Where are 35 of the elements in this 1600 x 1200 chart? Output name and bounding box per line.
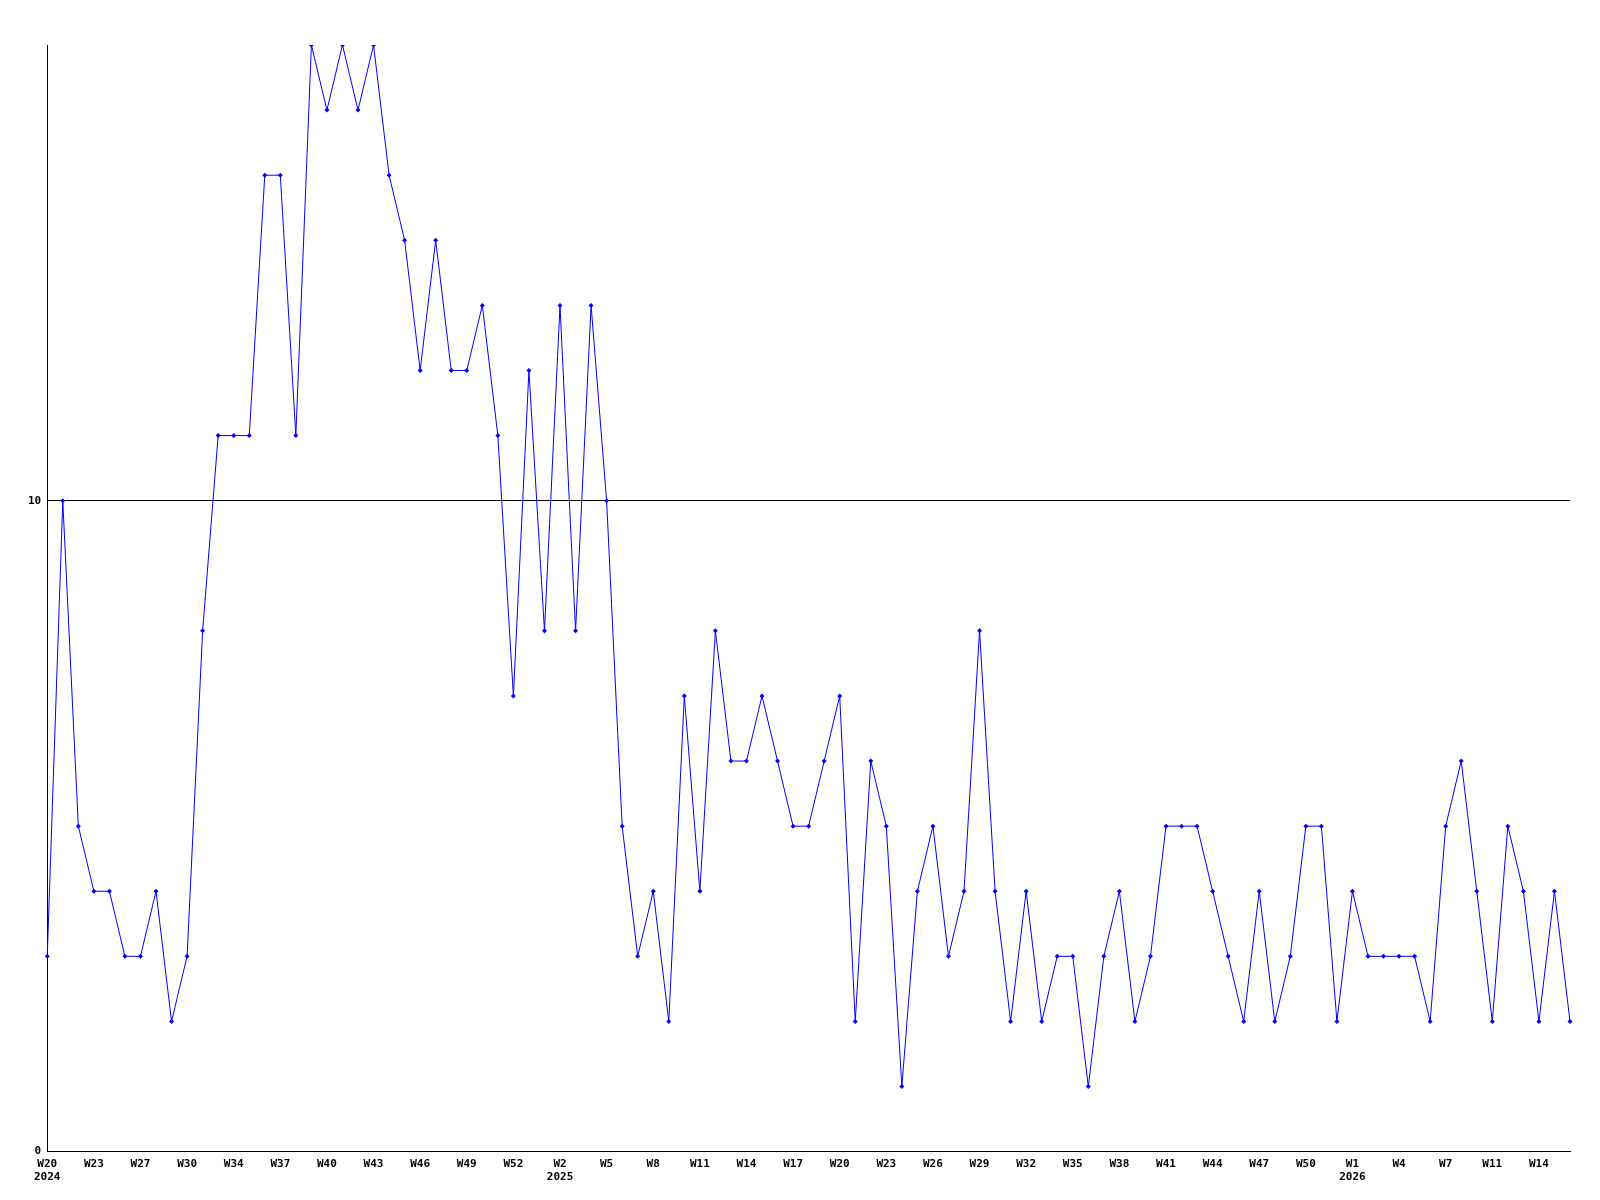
x-tick-label: W50 (1295, 1157, 1316, 1171)
y-tick-label: 0 (34, 1144, 42, 1158)
x-tick-label: W14 (736, 1157, 757, 1171)
x-tick-label: W46 (410, 1157, 431, 1171)
x-tick-label: W30 (177, 1157, 198, 1171)
x-tick-label: W49 (456, 1157, 477, 1171)
x-tick-label: W38 (1109, 1157, 1130, 1171)
x-tick-label: W11 (1482, 1157, 1503, 1171)
y-tick-label: 10 (28, 493, 42, 507)
x-tick-label: W41 (1156, 1157, 1177, 1171)
x-tick-label: W40 (317, 1157, 337, 1171)
x-tick-label: W37 (270, 1157, 291, 1171)
x-tick-label: W47 (1249, 1157, 1270, 1171)
x-tick-label: W8 (646, 1157, 660, 1171)
x-tick-label: W14 (1528, 1157, 1550, 1171)
x-tick-label: W20 2024 (34, 1157, 61, 1184)
x-tick-label: W32 (1016, 1157, 1037, 1171)
x-tick-label: W4 (1392, 1157, 1407, 1171)
x-tick-label: W26 (922, 1157, 944, 1171)
x-tick-label: W52 (503, 1157, 524, 1171)
x-tick-label: W5 (600, 1157, 614, 1171)
x-tick-label: W29 (969, 1157, 990, 1171)
x-tick-label: W44 (1202, 1157, 1223, 1171)
x-tick-label: W17 (783, 1157, 804, 1171)
x-tick-label: W2 2025 (546, 1157, 574, 1184)
x-tick-label: W20 (829, 1157, 850, 1171)
x-tick-label: W11 (689, 1157, 711, 1171)
x-tick-label: W1 2026 (1339, 1157, 1367, 1184)
x-tick-label: W35 (1062, 1157, 1083, 1171)
x-tick-label: W43 (363, 1157, 384, 1171)
x-tick-label: W7 (1439, 1157, 1453, 1171)
x-tick-label: W23 (83, 1157, 104, 1171)
x-tick-label: W34 (223, 1157, 245, 1171)
x-tick-label: W27 (130, 1157, 151, 1171)
x-tick-label: W23 (876, 1157, 897, 1171)
